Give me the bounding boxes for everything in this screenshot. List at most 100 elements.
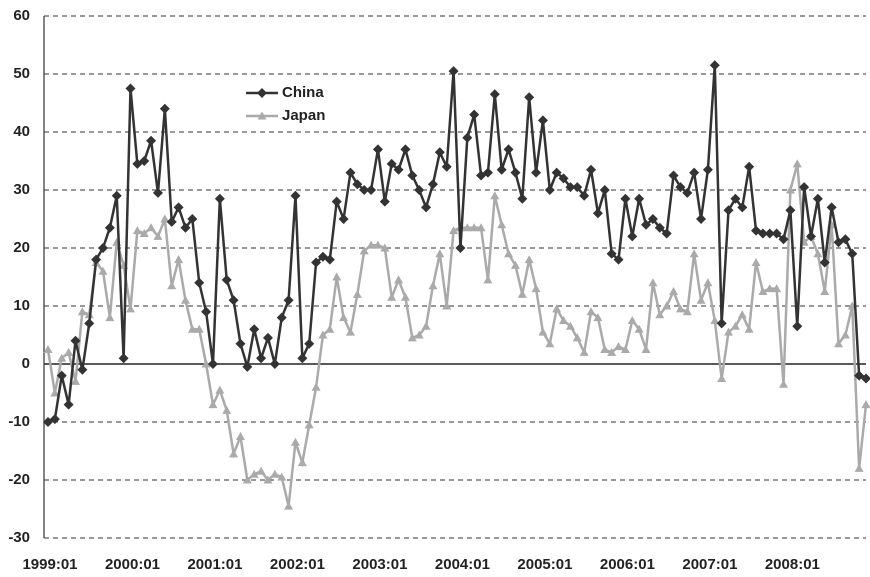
point-marker — [104, 222, 115, 233]
point-marker — [318, 330, 328, 339]
point-marker — [442, 301, 452, 310]
point-marker — [235, 432, 245, 440]
point-marker — [682, 307, 692, 316]
point-marker — [579, 190, 590, 201]
point-marker — [373, 240, 383, 249]
point-marker — [325, 324, 335, 333]
point-marker — [235, 338, 246, 349]
point-marker — [139, 229, 149, 237]
x-tick-label: 2007:01 — [682, 556, 737, 573]
point-marker — [517, 193, 528, 204]
point-marker — [559, 316, 569, 324]
point-marker — [400, 144, 411, 155]
point-marker — [558, 173, 569, 184]
point-marker — [682, 187, 693, 198]
point-marker — [208, 400, 218, 409]
point-marker — [70, 335, 81, 346]
point-marker — [826, 202, 837, 213]
point-marker — [717, 374, 727, 382]
point-marker — [339, 313, 349, 322]
point-marker — [799, 182, 810, 193]
point-marker — [840, 330, 850, 339]
point-marker — [221, 274, 232, 285]
point-marker — [806, 231, 817, 242]
point-marker — [159, 103, 170, 114]
legend-label: China — [282, 84, 324, 101]
point-marker — [469, 223, 479, 232]
y-tick-label: 10 — [13, 297, 30, 314]
point-marker — [607, 347, 617, 356]
y-tick-label: -10 — [8, 413, 30, 430]
point-marker — [105, 313, 115, 322]
point-marker — [421, 321, 431, 330]
point-marker — [242, 475, 252, 484]
point-marker — [620, 345, 630, 353]
point-marker — [641, 345, 651, 353]
point-marker — [792, 159, 802, 168]
point-marker — [730, 193, 741, 204]
point-marker — [724, 327, 734, 336]
point-marker — [249, 469, 259, 478]
point-marker — [180, 295, 190, 304]
point-marker — [668, 170, 679, 181]
point-marker — [207, 359, 218, 369]
point-marker — [565, 182, 576, 193]
point-marker — [290, 437, 300, 446]
x-tick-label: 2008:01 — [765, 556, 820, 573]
point-marker — [579, 347, 589, 356]
point-marker — [716, 318, 727, 329]
point-marker — [435, 249, 445, 258]
point-marker — [434, 147, 445, 158]
point-marker — [77, 307, 87, 316]
point-marker — [304, 338, 315, 349]
point-marker — [551, 167, 562, 178]
point-marker — [744, 324, 754, 333]
point-marker — [497, 220, 507, 229]
point-marker — [600, 345, 610, 353]
point-marker — [57, 353, 67, 362]
point-marker — [544, 185, 555, 195]
point-marker — [194, 324, 204, 333]
point-marker — [262, 332, 273, 343]
point-marker — [187, 214, 198, 224]
point-marker — [572, 182, 583, 193]
point-marker — [517, 289, 527, 298]
point-marker — [861, 400, 870, 409]
point-marker — [222, 405, 232, 414]
point-marker — [524, 92, 535, 103]
point-marker — [152, 187, 163, 198]
point-marker — [400, 292, 410, 301]
point-marker — [861, 373, 870, 384]
point-marker — [263, 475, 273, 484]
point-marker — [641, 219, 652, 230]
point-marker — [469, 109, 480, 120]
point-marker — [751, 258, 761, 266]
point-marker — [167, 281, 177, 290]
point-marker — [414, 185, 425, 195]
y-tick-label: 40 — [13, 123, 30, 140]
point-marker — [229, 449, 239, 458]
point-marker — [173, 202, 184, 213]
point-marker — [840, 234, 851, 245]
point-marker — [654, 222, 665, 233]
point-marker — [510, 260, 520, 269]
point-marker — [792, 321, 803, 332]
point-marker — [709, 60, 720, 71]
point-marker — [257, 111, 267, 120]
point-marker — [847, 248, 858, 259]
point-marker — [332, 272, 342, 281]
point-marker — [174, 255, 184, 264]
point-marker — [834, 339, 844, 348]
point-marker — [634, 324, 644, 333]
point-marker — [504, 249, 514, 258]
y-tick-label: 30 — [13, 181, 30, 198]
point-marker — [531, 167, 542, 178]
point-marker — [428, 281, 438, 290]
y-tick-label: 50 — [13, 65, 30, 82]
point-marker — [483, 275, 493, 284]
point-marker — [744, 161, 755, 172]
point-marker — [111, 190, 122, 201]
point-marker — [194, 277, 205, 288]
x-tick-label: 2003:01 — [352, 556, 407, 573]
